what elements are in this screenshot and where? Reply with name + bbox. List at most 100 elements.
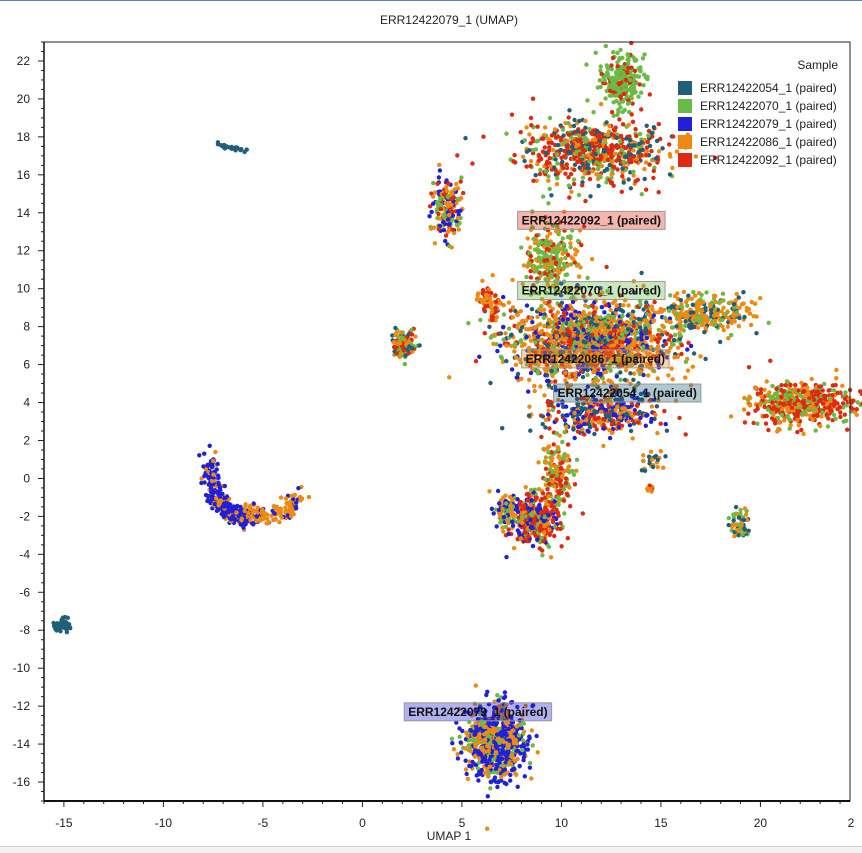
data-point [463, 136, 467, 140]
data-point [527, 378, 531, 382]
data-point [691, 365, 695, 369]
data-point [599, 72, 603, 76]
data-point [429, 227, 433, 231]
data-point [573, 247, 577, 251]
data-point [660, 146, 664, 150]
data-point [490, 315, 494, 319]
data-point [649, 417, 653, 421]
data-point [698, 354, 702, 358]
data-point [528, 429, 532, 433]
data-point [457, 227, 461, 231]
data-point [447, 213, 451, 217]
data-point [801, 401, 805, 405]
data-point [537, 307, 541, 311]
data-point [565, 458, 569, 462]
data-point [596, 167, 600, 171]
data-point [642, 73, 646, 77]
data-point [842, 419, 846, 423]
data-point [452, 747, 456, 751]
data-point [659, 310, 663, 314]
data-point [579, 243, 583, 247]
data-point [611, 56, 615, 60]
data-point [845, 428, 849, 432]
data-point [585, 276, 589, 280]
data-point [487, 489, 491, 493]
data-point [677, 317, 681, 321]
data-point [588, 194, 592, 198]
data-point [565, 327, 569, 331]
data-point [515, 375, 519, 379]
data-point [629, 186, 633, 190]
data-point [549, 369, 553, 373]
data-point [638, 69, 642, 73]
data-point [611, 419, 615, 423]
data-point [568, 343, 572, 347]
data-point [522, 159, 526, 163]
data-point [729, 414, 733, 418]
data-point [400, 336, 404, 340]
data-point [510, 113, 514, 117]
data-point [567, 133, 571, 137]
data-point [619, 80, 623, 84]
data-point [533, 389, 537, 393]
data-point [568, 322, 572, 326]
data-point [655, 431, 659, 435]
data-point [536, 460, 540, 464]
data-point [618, 48, 622, 52]
data-point [636, 420, 640, 424]
data-point [520, 507, 524, 511]
data-point [687, 323, 691, 327]
data-point [759, 387, 763, 391]
data-point [543, 301, 547, 305]
data-point [563, 273, 567, 277]
data-point [614, 340, 618, 344]
data-point [437, 216, 441, 220]
data-point [599, 410, 603, 414]
data-point [519, 377, 523, 381]
data-point [652, 125, 656, 129]
data-point [702, 330, 706, 334]
data-point [630, 112, 634, 116]
data-point [667, 309, 671, 313]
data-point [599, 102, 603, 106]
data-point [579, 369, 583, 373]
data-point [648, 330, 652, 334]
data-point [627, 177, 631, 181]
data-point [637, 75, 641, 79]
data-point [433, 190, 437, 194]
data-point [652, 169, 656, 173]
data-point [615, 324, 619, 328]
data-point [552, 505, 556, 509]
data-point [550, 265, 554, 269]
data-point [604, 120, 608, 124]
data-point [626, 66, 630, 70]
data-point [679, 327, 683, 331]
data-point [691, 310, 695, 314]
data-point [561, 133, 565, 137]
data-point [700, 309, 704, 313]
data-point [650, 131, 654, 135]
data-point [493, 293, 497, 297]
data-point [546, 450, 550, 454]
data-point [590, 142, 594, 146]
data-point [454, 182, 458, 186]
data-point [511, 524, 515, 528]
data-point [559, 148, 563, 152]
data-point [618, 378, 622, 382]
data-point [624, 368, 628, 372]
data-point [632, 73, 636, 77]
data-point [754, 314, 758, 318]
data-point [551, 408, 555, 412]
data-point [542, 524, 546, 528]
data-point [793, 383, 797, 387]
data-point [529, 159, 533, 163]
data-point [721, 306, 725, 310]
data-point [772, 418, 776, 422]
data-point [527, 413, 531, 417]
data-point [648, 92, 652, 96]
data-point [547, 318, 551, 322]
data-point [795, 418, 799, 422]
data-point [525, 303, 529, 307]
data-point [587, 430, 591, 434]
data-point [604, 44, 608, 48]
